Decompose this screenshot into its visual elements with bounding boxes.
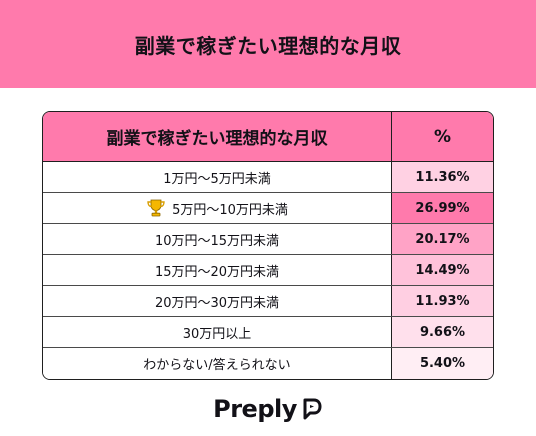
- table-body: 1万円〜5万円未満 11.36% 5万円〜10万円未満 26.99% 10万円〜15万円…: [43, 162, 493, 379]
- row-label: 10万円〜15万円未満: [43, 224, 392, 254]
- page-title: 副業で稼ぎたい理想的な月収: [134, 33, 402, 58]
- table-row: 20万円〜30万円未満 11.93%: [43, 286, 493, 317]
- row-percent: 11.36%: [392, 162, 493, 192]
- row-label-text: 1万円〜5万円未満: [163, 171, 271, 187]
- row-label-text: 30万円以上: [182, 326, 252, 342]
- row-percent: 9.66%: [392, 317, 493, 347]
- row-label-text: 20万円〜30万円未満: [154, 295, 280, 311]
- row-percent: 11.93%: [392, 286, 493, 316]
- row-label: わからない/答えられない: [43, 348, 392, 379]
- trophy-icon: [147, 199, 165, 217]
- table-row: 15万円〜20万円未満 14.49%: [43, 255, 493, 286]
- row-label: 5万円〜10万円未満: [43, 193, 392, 223]
- row-label-text: 5万円〜10万円未満: [172, 202, 288, 218]
- row-percent: 26.99%: [392, 193, 493, 223]
- header-percent: %: [433, 126, 452, 147]
- row-percent: 5.40%: [392, 348, 493, 379]
- row-label: 30万円以上: [43, 317, 392, 347]
- title-banner: 副業で稼ぎたい理想的な月収: [0, 0, 536, 88]
- row-percent: 20.17%: [392, 224, 493, 254]
- row-label-text: 15万円〜20万円未満: [154, 264, 280, 280]
- preply-logo: Preply: [0, 392, 536, 426]
- table-row: わからない/答えられない 5.40%: [43, 348, 493, 379]
- row-label-text: 10万円〜15万円未満: [154, 233, 280, 249]
- table-row: 1万円〜5万円未満 11.36%: [43, 162, 493, 193]
- row-label: 15万円〜20万円未満: [43, 255, 392, 285]
- table-row: 10万円〜15万円未満 20.17%: [43, 224, 493, 255]
- table-row: 30万円以上 9.66%: [43, 317, 493, 348]
- table-header: 副業で稼ぎたい理想的な月収 %: [43, 112, 493, 162]
- row-percent: 14.49%: [392, 255, 493, 285]
- preply-logo-icon: [303, 398, 322, 420]
- header-label: 副業で稼ぎたい理想的な月収: [43, 112, 392, 161]
- row-label: 20万円〜30万円未満: [43, 286, 392, 316]
- income-table: 副業で稼ぎたい理想的な月収 % 1万円〜5万円未満 11.36% 5万円〜10万円未…: [42, 111, 494, 380]
- row-label: 1万円〜5万円未満: [43, 162, 392, 192]
- logo-text: Preply: [213, 395, 297, 423]
- row-label-text: わからない/答えられない: [143, 358, 291, 373]
- table-row: 5万円〜10万円未満 26.99%: [43, 193, 493, 224]
